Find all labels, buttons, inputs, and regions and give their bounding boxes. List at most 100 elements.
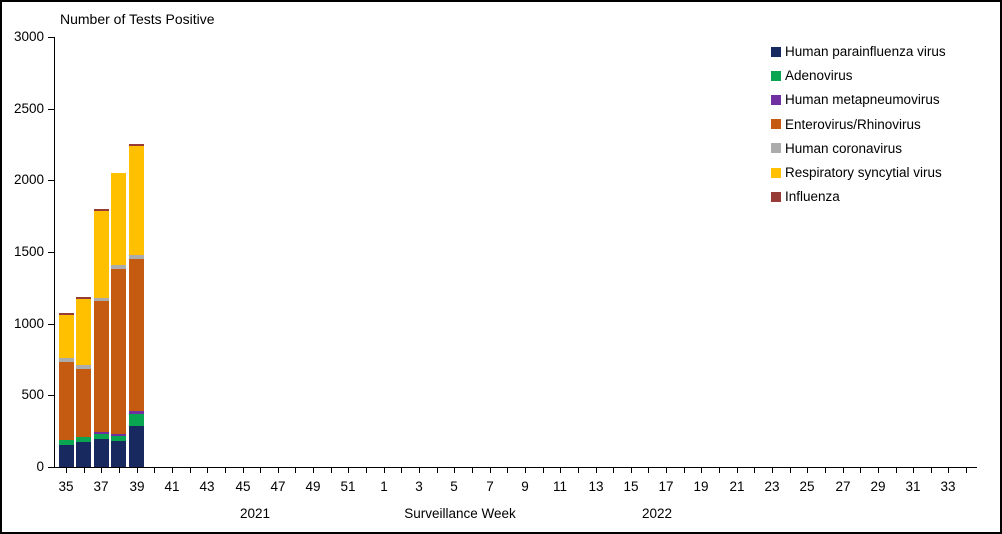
legend-item-human-coronavirus: Human coronavirus	[771, 141, 902, 156]
x-axis-tick	[613, 468, 614, 473]
legend-swatch-icon	[771, 70, 781, 81]
x-axis-tick	[825, 468, 826, 473]
x-axis-tick	[260, 468, 261, 473]
x-axis-tick	[313, 468, 314, 473]
legend-item-human-metapneumovirus: Human metapneumovirus	[771, 92, 940, 107]
x-tick-label: 37	[93, 479, 109, 494]
legend-label: Enterovirus/Rhinovirus	[785, 116, 921, 132]
bar-segment-influenza	[58, 312, 74, 315]
x-tick-label: 11	[552, 479, 567, 494]
x-axis-tick	[931, 468, 932, 473]
x-tick-label: 45	[235, 479, 251, 494]
x-axis-tick	[101, 468, 102, 473]
x-axis-tick	[966, 468, 967, 473]
x-axis-tick	[666, 468, 667, 473]
x-axis-tick	[225, 468, 226, 473]
legend-swatch-icon	[771, 167, 781, 178]
bar-segment-enterovirus-rhinovirus	[58, 361, 74, 440]
x-tick-label: 9	[521, 479, 529, 494]
bar-segment-human-coronavirus	[93, 297, 109, 301]
x-axis-tick	[684, 468, 685, 473]
x-axis-tick	[66, 468, 67, 473]
x-axis-tick	[437, 468, 438, 473]
x-axis-tick	[790, 468, 791, 473]
chart-title: Number of Tests Positive	[60, 11, 215, 27]
y-axis-tick	[48, 395, 54, 396]
x-tick-label: 51	[340, 479, 356, 494]
x-tick-label: 25	[799, 479, 815, 494]
bar-segment-enterovirus-rhinovirus	[76, 368, 92, 438]
y-tick-label: 500	[21, 387, 44, 402]
bar-segment-adenovirus	[76, 437, 92, 443]
y-axis-tick	[48, 467, 54, 468]
legend-swatch-icon	[771, 143, 781, 154]
x-axis-tick	[384, 468, 385, 473]
x-axis-tick	[560, 468, 561, 473]
x-axis-tick	[701, 468, 702, 473]
x-tick-label: 1	[380, 479, 388, 494]
bar-segment-influenza	[76, 296, 92, 299]
bar-segment-human-coronavirus	[58, 357, 74, 362]
x-tick-label: 47	[270, 479, 286, 494]
y-tick-label: 2000	[13, 172, 44, 187]
x-axis-tick	[754, 468, 755, 473]
bar-segment-human-parainfluenza-virus	[129, 426, 145, 467]
x-axis-tick	[243, 468, 244, 473]
x-axis-tick	[631, 468, 632, 473]
bar-segment-respiratory-syncytial-virus	[111, 172, 127, 265]
x-axis-tick	[137, 468, 138, 473]
x-tick-label: 49	[305, 479, 321, 494]
x-axis-tick	[772, 468, 773, 473]
bar-segment-human-metapneumovirus	[129, 410, 145, 414]
x-axis-tick	[454, 468, 455, 473]
year-label-2021: 2021	[239, 506, 271, 521]
y-axis-tick	[48, 109, 54, 110]
bar-segment-influenza	[93, 209, 109, 211]
x-tick-label: 31	[905, 479, 921, 494]
x-axis-tick	[331, 468, 332, 473]
x-axis-tick	[419, 468, 420, 473]
x-axis-tick	[896, 468, 897, 473]
legend-swatch-icon	[771, 94, 781, 105]
bar-segment-adenovirus	[58, 439, 74, 445]
legend-label: Respiratory syncytial virus	[785, 165, 942, 180]
bar-segment-adenovirus	[93, 433, 109, 439]
y-axis-tick	[48, 180, 54, 181]
x-tick-label: 19	[693, 479, 709, 494]
x-tick-label: 23	[764, 479, 780, 494]
legend-swatch-icon	[771, 119, 781, 130]
bar-segment-enterovirus-rhinovirus	[129, 259, 145, 411]
bar-segment-enterovirus-rhinovirus	[93, 300, 109, 432]
x-axis-tick	[860, 468, 861, 473]
legend-item-adenovirus: Adenovirus	[771, 68, 853, 83]
legend-swatch-icon	[771, 191, 781, 202]
bar-segment-human-metapneumovirus	[93, 431, 109, 434]
bar-segment-human-parainfluenza-virus	[111, 441, 127, 467]
x-tick-label: 33	[940, 479, 956, 494]
x-axis-tick	[84, 468, 85, 473]
x-tick-label: 35	[58, 479, 74, 494]
x-tick-label: 29	[870, 479, 886, 494]
bar-segment-respiratory-syncytial-virus	[93, 211, 109, 298]
x-axis-line	[54, 467, 977, 468]
legend-item-enterovirus-rhinovirus: Enterovirus/Rhinovirus	[771, 117, 921, 132]
bar-segment-adenovirus	[129, 413, 145, 426]
legend-label: Influenza	[785, 189, 840, 205]
bar-segment-respiratory-syncytial-virus	[58, 314, 74, 358]
bar-segment-enterovirus-rhinovirus	[111, 268, 127, 435]
x-tick-label: 39	[129, 479, 145, 494]
x-axis-tick	[190, 468, 191, 473]
x-axis-tick	[913, 468, 914, 473]
legend-label: Human parainfluenza virus	[785, 44, 946, 59]
legend-label: Adenovirus	[785, 68, 853, 84]
x-axis-tick	[401, 468, 402, 473]
x-axis-tick	[490, 468, 491, 473]
x-axis-title: Surveillance Week	[404, 506, 516, 521]
x-tick-label: 41	[164, 479, 180, 494]
bar-segment-human-coronavirus	[111, 264, 127, 269]
x-tick-label: 15	[623, 479, 639, 494]
legend-item-human-parainfluenza-virus: Human parainfluenza virus	[771, 44, 946, 59]
bar-segment-respiratory-syncytial-virus	[76, 298, 92, 366]
